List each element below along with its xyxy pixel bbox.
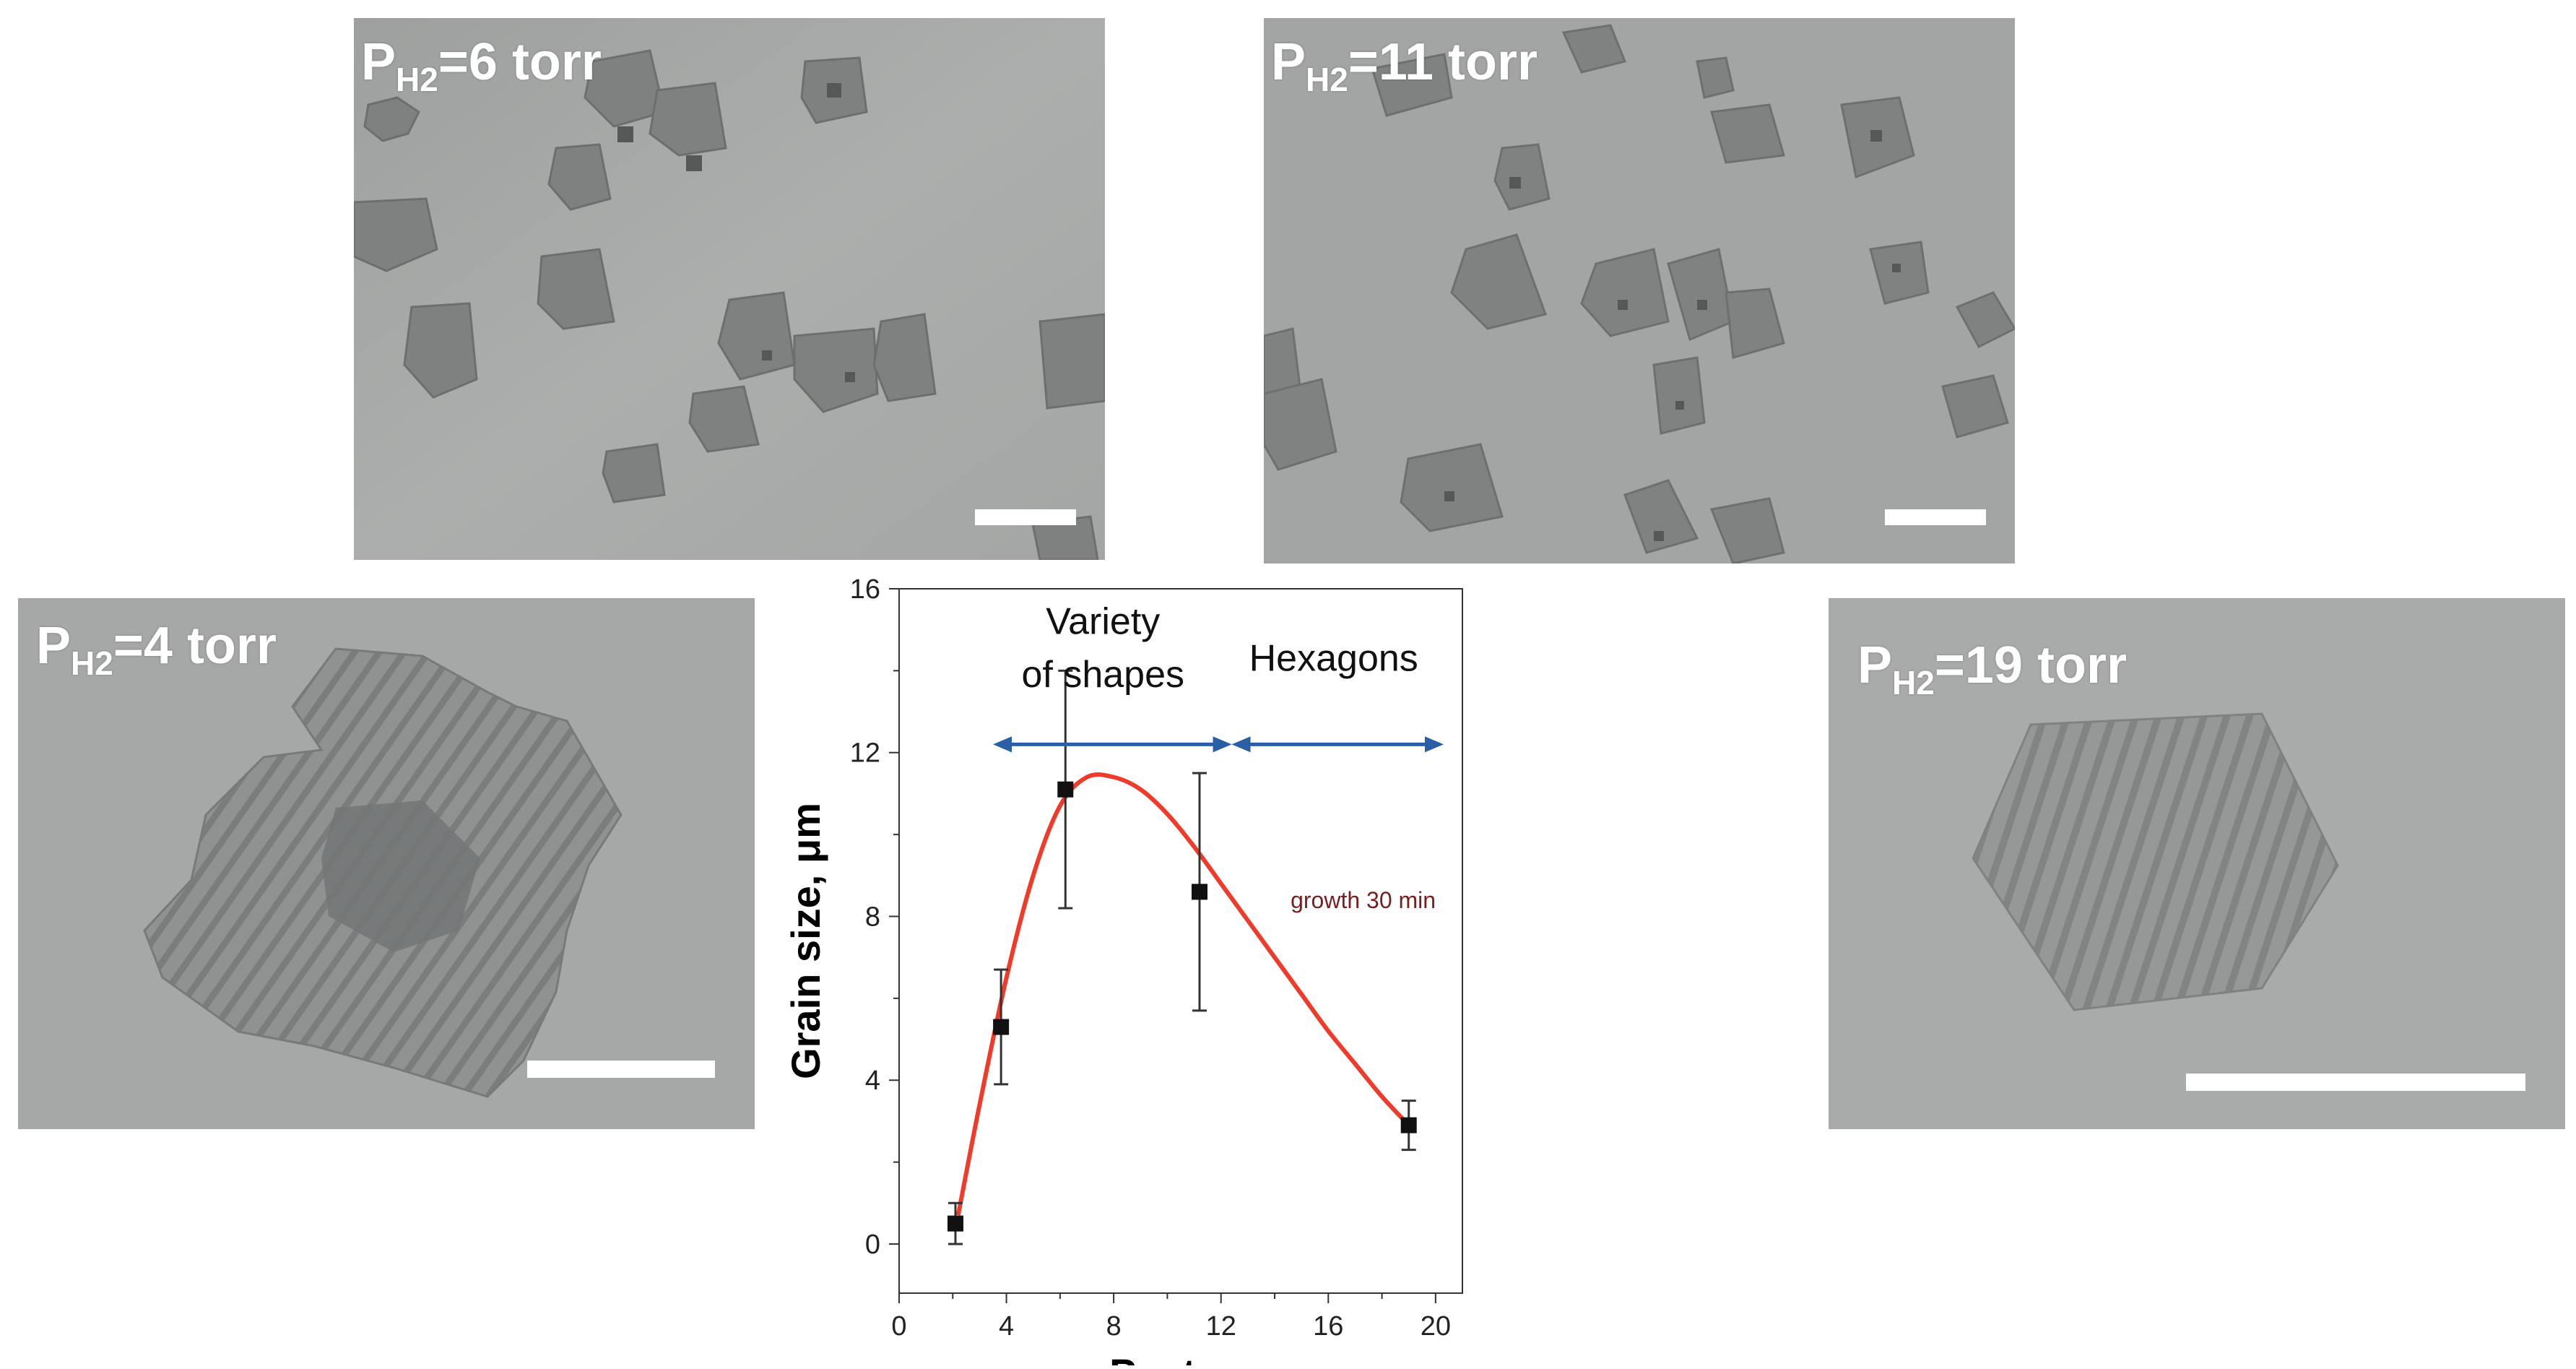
panel-label-6-torr: PH2=6 torr xyxy=(361,33,602,98)
scale-bar-19-torr xyxy=(2186,1074,2525,1091)
panel-label-4-torr: PH2=4 torr xyxy=(36,617,277,682)
x-tick-label: 12 xyxy=(1206,1311,1236,1342)
range-label: Hexagons xyxy=(1249,637,1418,679)
scale-bar-6-torr xyxy=(975,509,1076,525)
sem-11-torr-grains xyxy=(1264,18,2015,563)
sem-image-4-torr: PH2=4 torr xyxy=(18,598,755,1129)
grain-size-chart: Variety of shapes Hexagons 0 4 8 12 16 20 0 4 8 12 1… xyxy=(751,571,1719,1369)
y-tick-label: 16 xyxy=(850,574,880,605)
y-tick-label: 12 xyxy=(850,738,880,769)
annotation-growth-time: growth 30 min xyxy=(1291,887,1436,913)
sem-19-torr-hexagon-grain xyxy=(1829,598,2565,1129)
arrowhead-left xyxy=(1231,736,1251,753)
x-tick-label: 4 xyxy=(999,1311,1014,1342)
range-label: Variety xyxy=(1046,600,1160,642)
arrowhead-left xyxy=(993,736,1012,753)
plot-frame xyxy=(898,588,1463,1294)
arrowhead-right xyxy=(1213,736,1232,753)
sem-image-11-torr: PH2=11 torr xyxy=(1264,18,2015,563)
x-axis-label: PH2, torr xyxy=(1109,1350,1252,1365)
y-tick-label: 4 xyxy=(865,1066,880,1096)
y-tick-label: 8 xyxy=(865,902,880,932)
x-tick-label: 0 xyxy=(891,1311,906,1342)
sem-image-6-torr: PH2=6 torr xyxy=(354,18,1105,560)
fit-curve xyxy=(955,772,1410,1216)
scale-bar-4-torr xyxy=(527,1061,715,1078)
data-point xyxy=(1192,884,1207,900)
x-tick-label: 8 xyxy=(1106,1311,1122,1342)
arrowhead-right xyxy=(1425,736,1444,753)
y-axis-label: Grain size, μm xyxy=(783,803,828,1079)
sem-6-torr-grains xyxy=(354,18,1105,560)
x-tick-label: 16 xyxy=(1313,1311,1343,1342)
sem-image-19-torr: PH2=19 torr xyxy=(1829,598,2565,1129)
x-tick-label: 20 xyxy=(1421,1311,1451,1342)
sem-4-torr-flower-grain xyxy=(18,598,755,1129)
range-label: of shapes xyxy=(1022,654,1185,696)
scale-bar-11-torr xyxy=(1885,509,1986,525)
data-point xyxy=(947,1215,963,1232)
data-point xyxy=(993,1019,1010,1035)
y-tick-label: 0 xyxy=(865,1230,880,1260)
panel-label-11-torr: PH2=11 torr xyxy=(1271,33,1538,98)
data-point xyxy=(1400,1117,1417,1133)
data-point xyxy=(1057,781,1074,798)
panel-label-19-torr: PH2=19 torr xyxy=(1857,636,2127,701)
chart-svg: Variety of shapes Hexagons 0 4 8 12 16 20 0 4 8 12 1… xyxy=(783,574,1463,1369)
